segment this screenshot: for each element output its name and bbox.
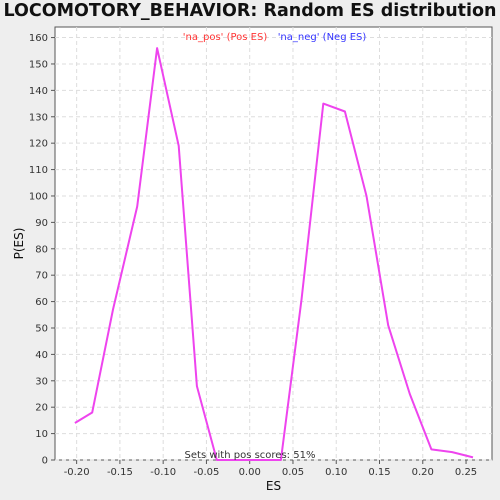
x-tick-label: -0.05 bbox=[193, 467, 219, 478]
y-tick-label: 60 bbox=[35, 297, 48, 308]
y-tick-label: 160 bbox=[29, 33, 48, 44]
legend-entry: 'na_pos' (Pos ES) bbox=[183, 32, 268, 43]
x-tick-label: 0.20 bbox=[412, 467, 434, 478]
y-tick-label: 90 bbox=[35, 218, 48, 229]
y-tick-label: 130 bbox=[29, 112, 48, 123]
series-line bbox=[74, 47, 474, 461]
y-tick-label: 120 bbox=[29, 139, 48, 150]
chart-title: LOCOMOTORY_BEHAVIOR: Random ES distribut… bbox=[3, 1, 497, 21]
x-tick-label: -0.15 bbox=[107, 467, 133, 478]
x-tick-label: 0.10 bbox=[325, 467, 347, 478]
x-tick-label: 0.25 bbox=[455, 467, 477, 478]
y-tick-label: 80 bbox=[35, 244, 48, 255]
x-tick-label: 0.15 bbox=[368, 467, 390, 478]
x-tick-label: 0.05 bbox=[282, 467, 304, 478]
y-axis-label: P(ES) bbox=[12, 228, 26, 260]
x-tick-label: -0.10 bbox=[150, 467, 176, 478]
y-tick-label: 50 bbox=[35, 323, 48, 334]
y-tick-label: 150 bbox=[29, 59, 48, 70]
y-tick-label: 140 bbox=[29, 86, 48, 97]
legend-entry: 'na_neg' (Neg ES) bbox=[278, 32, 367, 43]
plot-area bbox=[54, 26, 493, 461]
y-tick-label: 30 bbox=[35, 376, 48, 387]
y-tick-label: 70 bbox=[35, 271, 48, 282]
y-tick-label: 110 bbox=[29, 165, 48, 176]
legend-layer: 'na_pos' (Pos ES) 'na_neg' (Neg ES) bbox=[183, 32, 367, 43]
grid-layer bbox=[55, 27, 492, 461]
x-tick-label: 0.00 bbox=[239, 467, 261, 478]
x-axis-label: ES bbox=[266, 479, 281, 493]
y-tick-label: 100 bbox=[29, 191, 48, 202]
y-tick-label: 20 bbox=[35, 403, 48, 414]
x-tick-label: -0.20 bbox=[64, 467, 90, 478]
y-tick-label: 40 bbox=[35, 350, 48, 361]
tick-layer: 0 10 20 30 40 50 60 70 80 90 100 110 120 130 140 150 160… bbox=[29, 33, 477, 478]
series-layer bbox=[74, 47, 474, 461]
y-tick-label: 10 bbox=[35, 429, 48, 440]
annotation-text: Sets with pos scores: 51% bbox=[185, 450, 316, 461]
y-tick-label: 0 bbox=[42, 456, 48, 467]
